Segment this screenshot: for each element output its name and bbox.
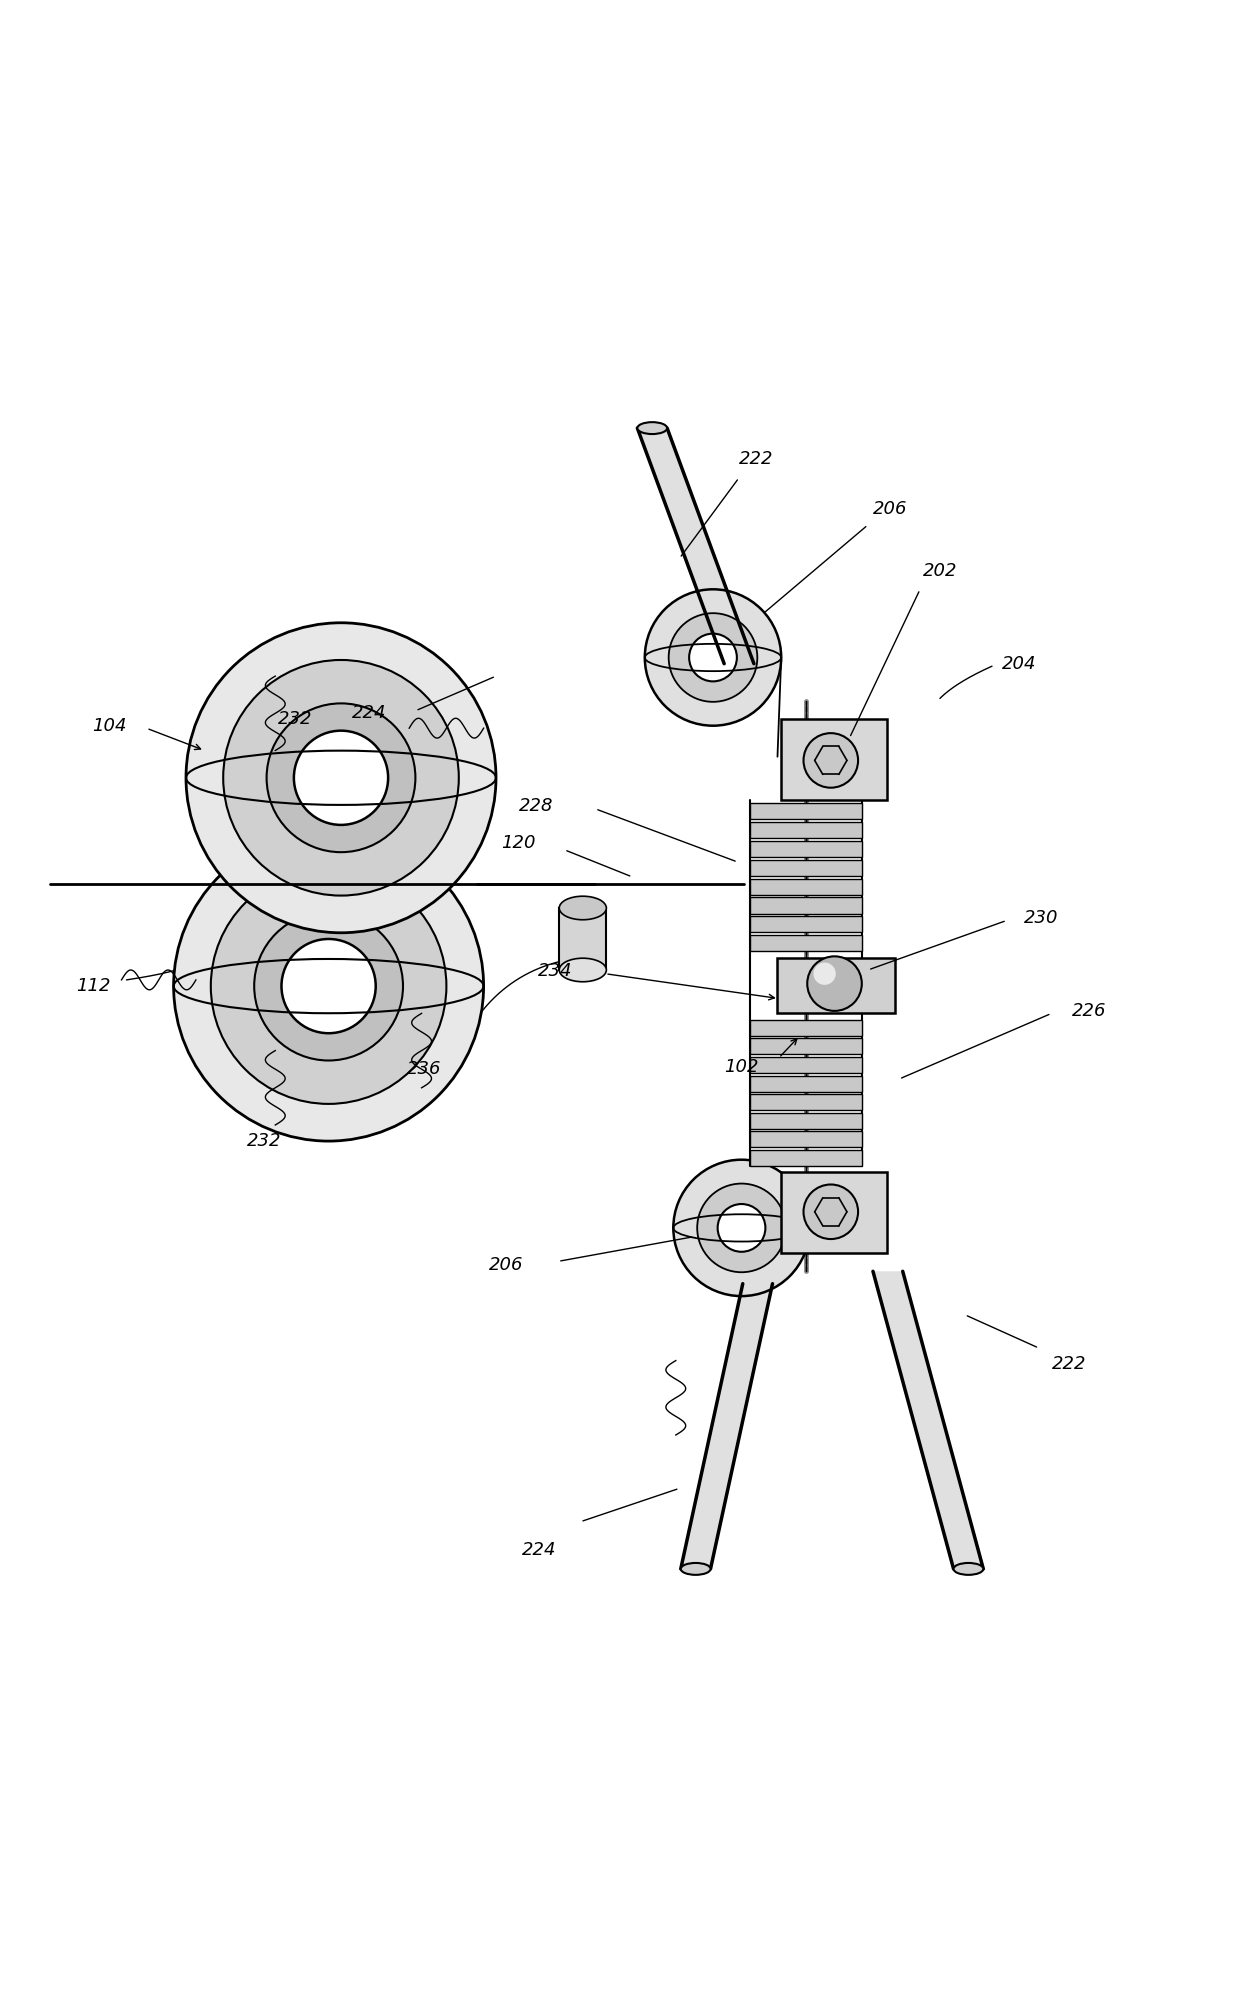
Circle shape [267, 703, 415, 853]
Circle shape [718, 1204, 765, 1252]
Circle shape [281, 939, 376, 1032]
Ellipse shape [637, 421, 667, 433]
Text: 104: 104 [92, 717, 126, 735]
Text: 204: 204 [1002, 655, 1037, 673]
Circle shape [804, 1184, 858, 1238]
Text: 224: 224 [352, 705, 387, 723]
FancyBboxPatch shape [559, 909, 606, 971]
Circle shape [689, 633, 737, 681]
Text: 206: 206 [489, 1256, 523, 1274]
Circle shape [254, 913, 403, 1060]
Ellipse shape [559, 959, 606, 983]
Circle shape [645, 589, 781, 725]
Ellipse shape [559, 897, 606, 921]
Text: 228: 228 [518, 797, 553, 815]
Text: 236: 236 [407, 1060, 441, 1078]
FancyBboxPatch shape [750, 1038, 862, 1054]
FancyBboxPatch shape [750, 1076, 862, 1092]
Polygon shape [681, 1284, 773, 1570]
Ellipse shape [954, 1564, 983, 1576]
FancyBboxPatch shape [750, 859, 862, 877]
Circle shape [294, 731, 388, 825]
FancyBboxPatch shape [781, 1172, 887, 1252]
Polygon shape [637, 427, 754, 663]
FancyBboxPatch shape [750, 1094, 862, 1110]
FancyBboxPatch shape [750, 803, 862, 819]
Circle shape [804, 733, 858, 787]
FancyBboxPatch shape [750, 1056, 862, 1072]
Text: 112: 112 [76, 977, 110, 995]
Text: 224: 224 [522, 1542, 557, 1560]
Text: 226: 226 [1071, 1002, 1106, 1020]
Ellipse shape [681, 1564, 711, 1576]
Text: 232: 232 [247, 1132, 281, 1150]
Circle shape [211, 869, 446, 1104]
Text: 234: 234 [538, 963, 573, 981]
FancyBboxPatch shape [750, 935, 862, 951]
Text: 232: 232 [278, 711, 312, 729]
Text: 206: 206 [873, 499, 908, 517]
FancyBboxPatch shape [777, 959, 895, 1012]
FancyBboxPatch shape [750, 897, 862, 913]
Circle shape [174, 831, 484, 1140]
Polygon shape [873, 1272, 983, 1570]
FancyBboxPatch shape [750, 917, 862, 933]
Text: 230: 230 [1024, 909, 1059, 927]
FancyBboxPatch shape [750, 1132, 862, 1148]
FancyBboxPatch shape [750, 1150, 862, 1166]
Circle shape [807, 957, 862, 1010]
Circle shape [668, 613, 758, 701]
Circle shape [186, 623, 496, 933]
FancyBboxPatch shape [781, 719, 887, 801]
Circle shape [813, 963, 836, 985]
FancyBboxPatch shape [750, 1112, 862, 1128]
FancyBboxPatch shape [750, 879, 862, 895]
Text: 120: 120 [501, 835, 536, 853]
Text: 102: 102 [724, 1058, 759, 1076]
Circle shape [673, 1160, 810, 1296]
Text: 222: 222 [739, 449, 774, 467]
Text: 202: 202 [923, 561, 957, 579]
Circle shape [223, 659, 459, 895]
FancyBboxPatch shape [750, 841, 862, 857]
FancyBboxPatch shape [750, 823, 862, 839]
FancyBboxPatch shape [750, 1020, 862, 1036]
Circle shape [697, 1184, 786, 1272]
Text: 222: 222 [1052, 1356, 1086, 1374]
